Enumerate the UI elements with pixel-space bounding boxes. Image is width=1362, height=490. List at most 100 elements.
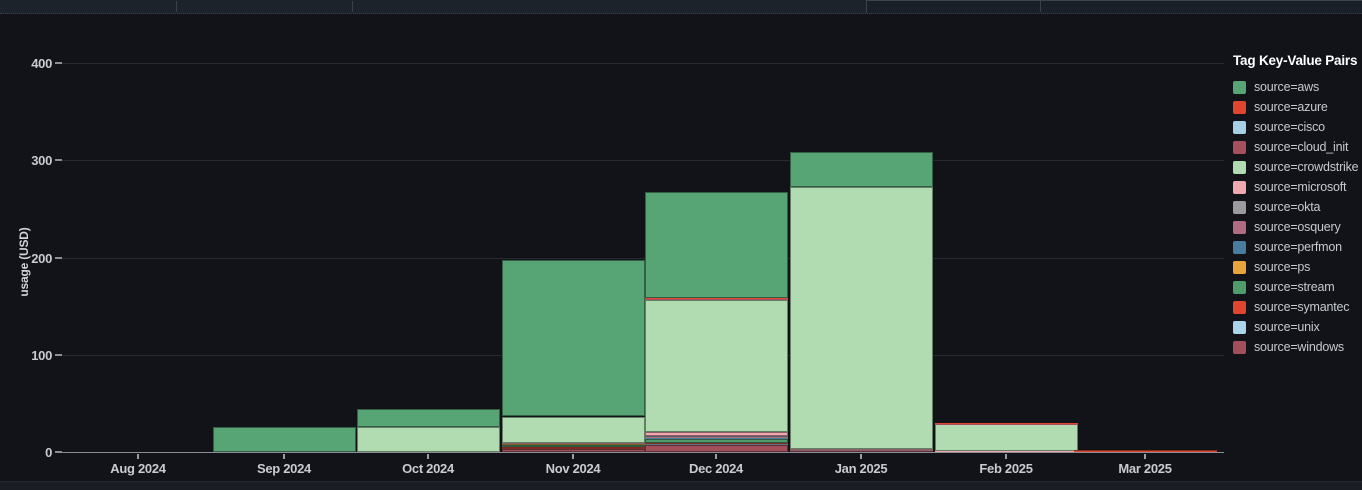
legend-swatch-okta [1233, 201, 1246, 214]
legend-swatch-azure [1233, 101, 1246, 114]
top-strip-separator [176, 1, 177, 12]
bar-dec-2024-cloud_init[interactable] [645, 299, 788, 300]
gridline [58, 258, 1224, 259]
legend-item-osquery[interactable]: source=osquery [1233, 217, 1361, 237]
y-tick-label: 100 [12, 349, 52, 362]
legend-item-label: source=microsoft [1254, 180, 1346, 194]
top-strip-separator [352, 1, 353, 12]
legend-item-okta[interactable]: source=okta [1233, 197, 1361, 217]
bar-jan-2025-crowdstrike[interactable] [790, 187, 933, 449]
x-tick-mark [1005, 454, 1007, 459]
legend-item-label: source=osquery [1254, 220, 1341, 234]
legend-item-windows[interactable]: source=windows [1233, 337, 1361, 357]
bar-dec-2024-symantec[interactable] [645, 443, 788, 444]
legend-swatch-ps [1233, 261, 1246, 274]
bar-nov-2024-windows[interactable] [502, 449, 645, 452]
legend-item-stream[interactable]: source=stream [1233, 277, 1361, 297]
legend-item-label: source=cloud_init [1254, 140, 1348, 154]
legend-item-label: source=symantec [1254, 300, 1349, 314]
legend-item-label: source=perfmon [1254, 240, 1342, 254]
legend-item-label: source=unix [1254, 320, 1320, 334]
x-tick-label: Dec 2024 [656, 461, 776, 476]
y-tick-label: 400 [12, 57, 52, 70]
bar-jan-2025-microsoft[interactable] [790, 449, 933, 450]
legend-item-unix[interactable]: source=unix [1233, 317, 1361, 337]
bar-nov-2024-microsoft[interactable] [502, 443, 645, 444]
legend-item-cloud_init[interactable]: source=cloud_init [1233, 137, 1361, 157]
y-tick-label: 0 [12, 446, 52, 459]
legend-item-aws[interactable]: source=aws [1233, 77, 1361, 97]
bar-nov-2024-stream[interactable] [502, 445, 645, 447]
legend-item-label: source=stream [1254, 280, 1334, 294]
gridline [58, 160, 1224, 161]
x-tick-label: Feb 2025 [946, 461, 1066, 476]
legend-item-cisco[interactable]: source=cisco [1233, 117, 1361, 137]
bar-feb-2025-crowdstrike[interactable] [935, 424, 1078, 451]
x-tick-label: Nov 2024 [513, 461, 633, 476]
legend-item-symantec[interactable]: source=symantec [1233, 297, 1361, 317]
x-tick-label: Oct 2024 [368, 461, 488, 476]
legend-swatch-stream [1233, 281, 1246, 294]
bar-dec-2024-microsoft[interactable] [645, 432, 788, 436]
bar-sep-2024-aws[interactable] [213, 427, 356, 452]
legend-item-label: source=crowdstrike [1254, 160, 1358, 174]
x-tick-label: Sep 2024 [224, 461, 344, 476]
x-tick-mark [283, 454, 285, 459]
bar-feb-2025-microsoft[interactable] [935, 451, 1078, 452]
bar-mar-2025-windows[interactable] [1074, 451, 1217, 452]
x-tick-mark [860, 454, 862, 459]
x-tick-label: Aug 2024 [78, 461, 198, 476]
top-strip-separator [1040, 1, 1041, 12]
x-tick-mark [715, 454, 717, 459]
bar-jan-2025-aws[interactable] [790, 152, 933, 187]
bar-oct-2024-crowdstrike[interactable] [357, 427, 500, 452]
y-tick-mark [55, 159, 62, 161]
legend-item-azure[interactable]: source=azure [1233, 97, 1361, 117]
bar-dec-2024-stream[interactable] [645, 439, 788, 443]
legend-swatch-perfmon [1233, 241, 1246, 254]
bar-dec-2024-ps[interactable] [645, 438, 788, 439]
legend-item-crowdstrike[interactable]: source=crowdstrike [1233, 157, 1361, 177]
legend-swatch-cisco [1233, 121, 1246, 134]
bar-dec-2024-crowdstrike[interactable] [645, 300, 788, 432]
bar-dec-2024-windows[interactable] [645, 445, 788, 452]
bar-feb-2025-windows[interactable] [935, 451, 1078, 452]
bar-nov-2024-aws[interactable] [502, 260, 645, 417]
y-tick-mark [55, 257, 62, 259]
legend-item-ps[interactable]: source=ps [1233, 257, 1361, 277]
x-axis-line [58, 452, 1224, 453]
bar-nov-2024-symantec[interactable] [502, 447, 645, 448]
y-tick-mark [55, 354, 62, 356]
bar-dec-2024-aws[interactable] [645, 192, 788, 298]
legend-item-label: source=cisco [1254, 120, 1325, 134]
bar-feb-2025-azure[interactable] [935, 423, 1078, 424]
legend-item-label: source=ps [1254, 260, 1310, 274]
legend-item-perfmon[interactable]: source=perfmon [1233, 237, 1361, 257]
bar-dec-2024-osquery[interactable] [645, 437, 788, 438]
x-tick-mark [572, 454, 574, 459]
y-tick-mark [55, 62, 62, 64]
legend-item-label: source=windows [1254, 340, 1344, 354]
x-tick-mark [427, 454, 429, 459]
bar-jan-2025-windows[interactable] [790, 451, 933, 452]
x-tick-label: Mar 2025 [1085, 461, 1205, 476]
bar-oct-2024-aws[interactable] [357, 409, 500, 427]
window-top-strip [0, 0, 1362, 14]
bar-feb-2025-cloud_init[interactable] [935, 424, 1078, 425]
x-tick-mark [137, 454, 139, 459]
top-strip-right-pane [866, 0, 1362, 13]
y-tick-mark [55, 451, 62, 453]
x-tick-mark [1144, 454, 1146, 459]
legend-swatch-osquery [1233, 221, 1246, 234]
legend-swatch-symantec [1233, 301, 1246, 314]
y-tick-label: 200 [12, 252, 52, 265]
legend-item-microsoft[interactable]: source=microsoft [1233, 177, 1361, 197]
bar-nov-2024-crowdstrike[interactable] [502, 417, 645, 443]
bar-nov-2024-ps[interactable] [502, 444, 645, 445]
legend-swatch-cloud_init [1233, 141, 1246, 154]
y-tick-label: 300 [12, 154, 52, 167]
legend-swatch-unix [1233, 321, 1246, 334]
